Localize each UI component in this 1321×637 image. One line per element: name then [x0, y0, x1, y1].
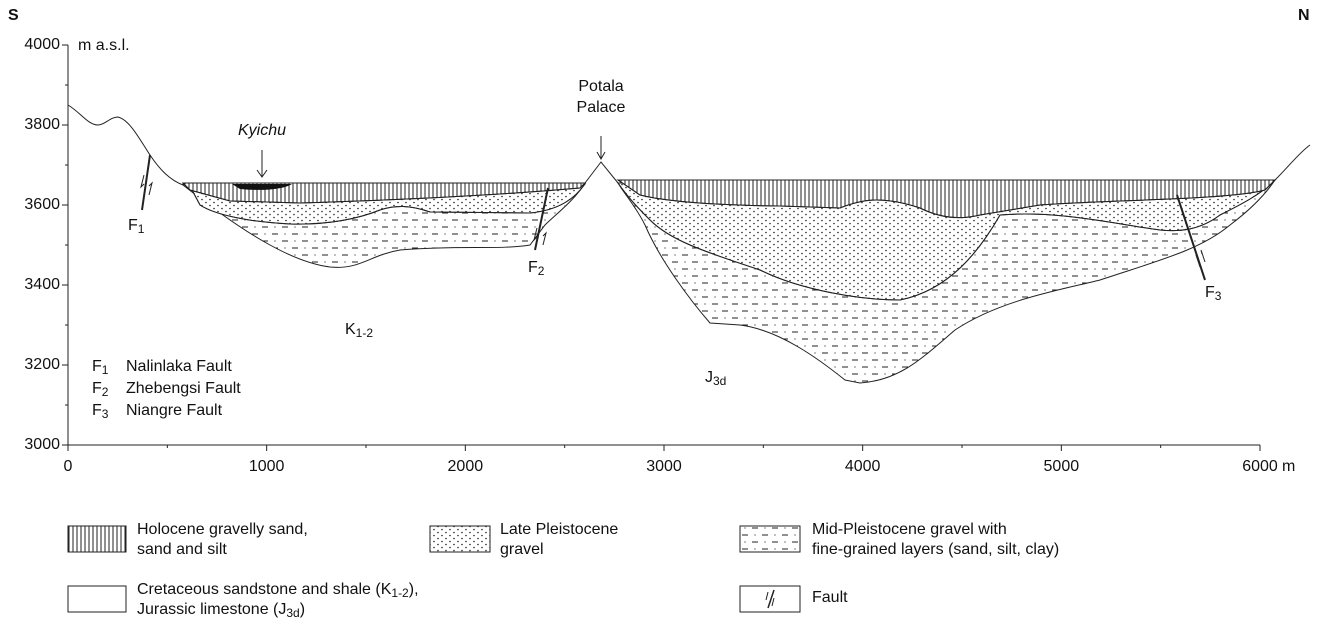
- subscript: 2: [102, 385, 109, 399]
- subscript: 1-2: [391, 586, 409, 600]
- fault-key-code: F1: [92, 358, 109, 377]
- unit-label: K1-2: [345, 321, 373, 340]
- fault-key-code: F2: [92, 380, 109, 399]
- x-axis-unit: m: [1282, 458, 1295, 475]
- fault-line: [1176, 194, 1206, 281]
- fault-key-name: Nalinlaka Fault: [126, 358, 232, 375]
- text-part: F: [92, 358, 102, 375]
- holocene: [616, 179, 1277, 219]
- unit-label: J3d: [705, 369, 726, 388]
- text-part: Fault: [812, 589, 848, 606]
- river-label: Kyichu: [238, 122, 286, 139]
- ground-surface: [67, 104, 1311, 186]
- legend-swatch: [739, 525, 801, 553]
- direction-label: N: [1298, 7, 1310, 24]
- legend-text: Mid-Pleistocene gravel with: [812, 521, 1007, 538]
- text-part: fine-grained layers (sand, silt, clay): [812, 541, 1059, 558]
- text-part: Jurassic limestone (J: [137, 601, 286, 618]
- text-part: F: [92, 402, 102, 419]
- subscript: 1-2: [356, 326, 374, 340]
- subscript: 3: [102, 407, 109, 421]
- direction-label: S: [8, 7, 19, 24]
- strata: [67, 104, 1311, 384]
- x-tick-label: 4000: [845, 458, 881, 475]
- text-part: ),: [409, 581, 419, 598]
- river: [232, 184, 292, 190]
- legend-text: sand and silt: [137, 541, 227, 558]
- fault-arrows: [533, 227, 547, 246]
- legend-boxes: [67, 525, 801, 613]
- x-tick-label: 6000: [1242, 458, 1278, 475]
- text-part: F: [92, 380, 102, 397]
- text-part: Cretaceous sandstone and shale (K: [137, 581, 392, 598]
- legend-text: Cretaceous sandstone and shale (K1-2),: [137, 581, 419, 600]
- legend-swatch: [429, 525, 491, 553]
- fault-label: F1: [128, 217, 145, 236]
- fault-key-name: Zhebengsi Fault: [126, 380, 241, 397]
- palace-arrow: [596, 136, 606, 161]
- text-part: K: [345, 321, 356, 338]
- subscript: 1: [138, 222, 145, 236]
- subscript: 1: [102, 363, 109, 377]
- palace-label: Palace: [577, 99, 626, 116]
- fault-key-code: F3: [92, 402, 109, 421]
- legend-text: Holocene gravelly sand,: [137, 521, 308, 538]
- fault-key-name: Niangre Fault: [126, 402, 223, 419]
- holocene: [181, 182, 587, 204]
- legend-swatch: [739, 585, 801, 613]
- subscript: 3d: [713, 374, 726, 388]
- y-tick-label: 3400: [24, 276, 60, 293]
- fault-line: [534, 187, 549, 251]
- legend-text: Jurassic limestone (J3d): [137, 601, 305, 620]
- text-part: ): [300, 601, 305, 618]
- palace-label: Potala: [578, 78, 623, 95]
- text-part: F: [528, 259, 538, 276]
- y-tick-label: 3200: [24, 356, 60, 373]
- y-tick-label: 4000: [24, 36, 60, 53]
- legend-swatch: [67, 585, 127, 613]
- text-part: sand and silt: [137, 541, 227, 558]
- subscript: 2: [538, 264, 545, 278]
- x-tick-label: 1000: [249, 458, 285, 475]
- late-pleistocene: [617, 179, 1277, 301]
- legend-text: Fault: [812, 589, 848, 606]
- fault-arrows: [1195, 249, 1206, 268]
- river-arrow: [256, 150, 268, 178]
- text-part: F: [128, 217, 138, 234]
- text-part: Late Pleistocene: [500, 521, 618, 538]
- fault-symbol-arrows: [765, 591, 775, 607]
- fault-label: F2: [528, 259, 545, 278]
- x-tick-label: 5000: [1044, 458, 1080, 475]
- subscript: 3: [1215, 289, 1222, 303]
- text-part: J: [705, 369, 713, 386]
- legend-text: Late Pleistocene: [500, 521, 618, 538]
- y-tick-label: 3600: [24, 196, 60, 213]
- x-tick-label: 2000: [448, 458, 484, 475]
- text-part: Holocene gravelly sand,: [137, 521, 308, 538]
- x-tick-label: 3000: [646, 458, 682, 475]
- legend-text: fine-grained layers (sand, silt, clay): [812, 541, 1059, 558]
- fault-line: [141, 154, 151, 211]
- text-part: F: [1205, 284, 1215, 301]
- x-tick-label: 0: [64, 458, 73, 475]
- text-part: Mid-Pleistocene gravel with: [812, 521, 1007, 538]
- y-tick-label: 3800: [24, 116, 60, 133]
- y-axis-unit: m a.s.l.: [78, 37, 130, 54]
- legend-swatch: [67, 525, 127, 553]
- y-tick-label: 3000: [24, 436, 60, 453]
- fault-arrows: [140, 174, 153, 196]
- subscript: 3d: [286, 606, 299, 620]
- fault-label: F3: [1205, 284, 1222, 303]
- text-part: gravel: [500, 541, 544, 558]
- fault-symbol: [767, 589, 775, 609]
- faults: [140, 136, 1206, 281]
- legend-text: gravel: [500, 541, 544, 558]
